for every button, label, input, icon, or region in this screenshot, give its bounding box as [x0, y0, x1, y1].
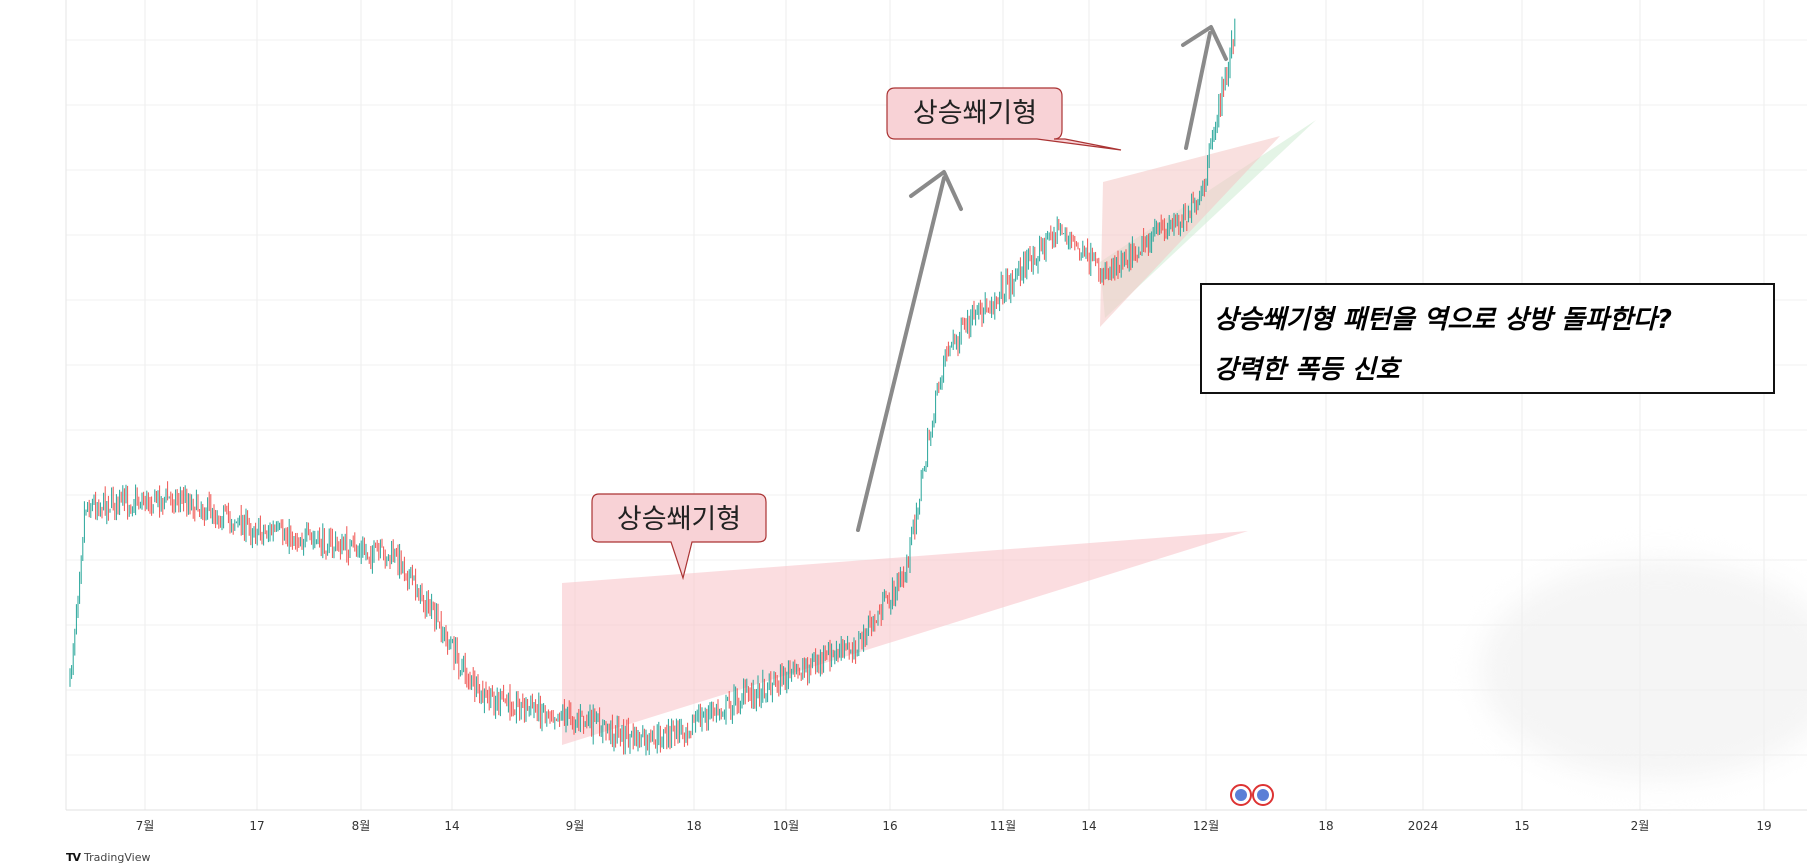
- x-tick-label: 9월: [566, 819, 585, 833]
- x-tick-label: 12월: [1193, 819, 1219, 833]
- callout-top-label: 상승쐐기형: [913, 98, 1037, 129]
- tv-icon: TV: [66, 851, 81, 864]
- earnings-icon: [1230, 784, 1274, 806]
- breakout-arrow-2: [1181, 25, 1228, 150]
- callout-bottom: 상승쐐기형: [591, 493, 767, 581]
- breakout-arrow-1: [856, 170, 963, 532]
- x-tick-label: 14: [444, 819, 459, 833]
- x-tick-label: 16: [882, 819, 897, 833]
- annotation-note: 상승쐐기형 패턴을 역으로 상방 돌파한다? 강력한 폭등 신호: [1200, 283, 1775, 394]
- rising-wedge-2: [1100, 136, 1280, 327]
- annotation-note-line-1: 상승쐐기형 패턴을 역으로 상방 돌파한다?: [1214, 305, 1672, 335]
- blurred-smudge: [1480, 560, 1807, 780]
- tradingview-logo: TV TradingView: [66, 851, 151, 864]
- x-tick-label: 7월: [136, 819, 155, 833]
- x-axis-ticks: 7월 17 8월 14 9월 18 10월 16 11월 14 12월 18 2024 15 2월 19: [136, 819, 1772, 833]
- x-tick-label: 14: [1081, 819, 1096, 833]
- rising-wedge-1: [562, 531, 1248, 745]
- x-tick-label: 11월: [990, 819, 1016, 833]
- callout-top: 상승쐐기형: [886, 87, 1122, 151]
- x-tick-label: 18: [686, 819, 701, 833]
- candles: [69, 18, 1236, 756]
- callout-bottom-label: 상승쐐기형: [617, 504, 741, 535]
- x-tick-label: 2월: [1631, 819, 1650, 833]
- x-tick-label: 2024: [1408, 819, 1439, 833]
- x-tick-label: 10월: [773, 819, 799, 833]
- tradingview-watermark: TradingView: [84, 851, 151, 864]
- x-tick-label: 15: [1514, 819, 1529, 833]
- annotation-note-line-2: 강력한 폭등 신호: [1214, 355, 1400, 385]
- x-tick-label: 18: [1318, 819, 1333, 833]
- x-tick-label: 17: [249, 819, 264, 833]
- x-tick-label: 8월: [352, 819, 371, 833]
- x-tick-label: 19: [1756, 819, 1771, 833]
